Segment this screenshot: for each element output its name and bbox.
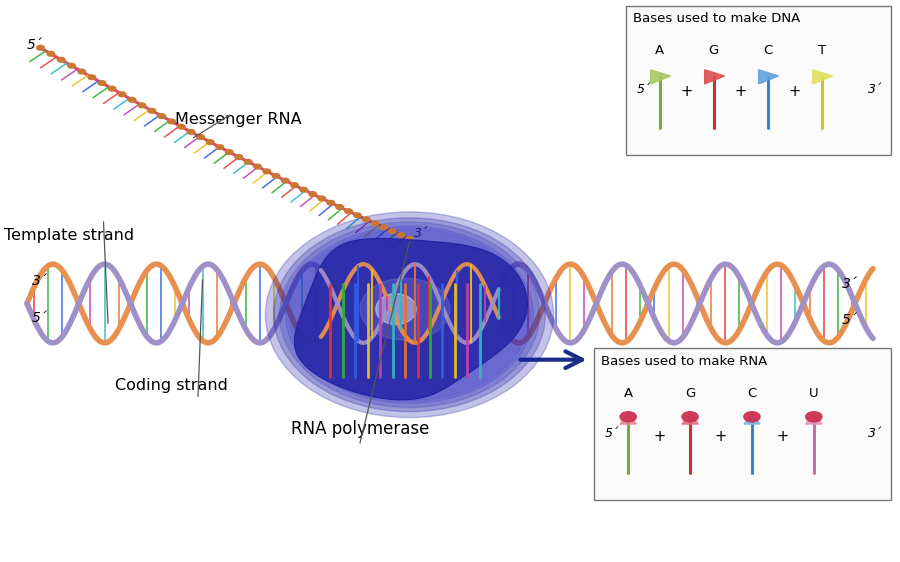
Circle shape [206,140,214,144]
Text: 3´: 3´ [868,427,882,440]
Text: 5´: 5´ [26,38,42,52]
Circle shape [37,46,44,50]
Polygon shape [651,70,670,84]
Polygon shape [759,70,778,84]
Circle shape [682,412,698,422]
Circle shape [158,114,166,119]
Circle shape [197,135,204,139]
Polygon shape [806,414,822,424]
Circle shape [139,103,146,108]
Circle shape [336,205,344,210]
Circle shape [78,69,86,74]
Circle shape [47,52,55,56]
Text: Bases used to make RNA: Bases used to make RNA [601,355,768,368]
Text: C: C [747,387,757,401]
Text: U: U [809,387,819,401]
Text: 5´: 5´ [32,311,48,324]
Circle shape [380,225,388,230]
Circle shape [108,87,116,91]
Circle shape [98,81,105,85]
Text: 3´: 3´ [842,277,858,291]
Circle shape [58,57,65,62]
Circle shape [389,229,396,234]
FancyBboxPatch shape [626,6,891,155]
Text: +: + [777,429,789,444]
Circle shape [88,75,95,80]
Circle shape [245,160,252,164]
Text: +: + [788,84,801,99]
Circle shape [309,192,317,197]
Text: Messenger RNA: Messenger RNA [176,112,302,128]
Polygon shape [682,414,698,424]
Circle shape [371,221,379,226]
Text: 3´: 3´ [414,227,428,240]
Circle shape [226,149,233,155]
Circle shape [68,64,76,68]
Circle shape [363,217,370,222]
Ellipse shape [376,293,416,325]
Ellipse shape [274,217,545,411]
Circle shape [263,169,271,174]
Circle shape [291,183,298,188]
Circle shape [620,412,636,422]
Text: A: A [624,387,633,401]
Circle shape [744,412,760,422]
Polygon shape [620,414,636,424]
Circle shape [235,155,242,160]
Circle shape [327,201,335,205]
Text: 5´: 5´ [842,314,858,327]
Text: +: + [680,84,693,99]
Circle shape [318,196,326,201]
Text: 3´: 3´ [868,83,882,96]
Circle shape [167,119,176,124]
Circle shape [300,187,308,192]
Ellipse shape [285,226,534,404]
Text: 3´: 3´ [32,274,48,288]
Ellipse shape [280,222,539,407]
Text: Template strand: Template strand [4,228,135,243]
Circle shape [273,174,280,178]
Text: +: + [715,429,727,444]
Text: G: G [708,44,719,57]
Circle shape [397,233,405,237]
Text: +: + [653,429,665,444]
Circle shape [216,145,223,149]
Circle shape [148,108,156,113]
Circle shape [177,124,185,129]
Circle shape [187,130,194,134]
Circle shape [118,92,126,97]
Text: RNA polymerase: RNA polymerase [291,420,429,438]
Circle shape [345,209,353,214]
Polygon shape [744,414,760,424]
FancyBboxPatch shape [594,348,891,500]
Circle shape [406,237,413,241]
Circle shape [254,164,261,169]
Text: +: + [734,84,747,99]
Text: G: G [685,387,695,401]
Circle shape [129,97,136,102]
Circle shape [282,178,289,183]
Polygon shape [705,70,725,84]
Text: Bases used to make DNA: Bases used to make DNA [633,12,800,25]
Text: T: T [817,44,826,57]
Ellipse shape [289,229,530,401]
Text: 5´: 5´ [605,427,619,440]
Ellipse shape [360,278,450,340]
Circle shape [354,213,361,217]
Text: C: C [763,44,772,57]
Text: A: A [655,44,664,57]
Text: Coding strand: Coding strand [114,378,228,393]
Circle shape [806,412,822,422]
Polygon shape [813,70,833,84]
Polygon shape [294,239,527,400]
Ellipse shape [266,212,554,418]
Text: 5´: 5´ [636,83,651,96]
